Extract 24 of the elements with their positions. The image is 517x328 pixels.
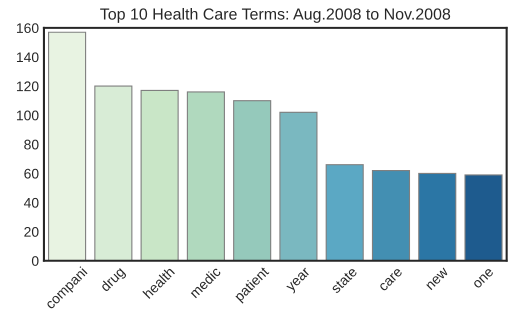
x-tick-label: drug	[99, 266, 128, 294]
bar	[94, 86, 132, 261]
y-tick-label: 140	[16, 52, 39, 62]
bar	[233, 100, 272, 261]
x-tick-label: care	[379, 268, 403, 292]
bar	[186, 91, 225, 261]
bar	[140, 90, 179, 261]
y-tick-label: 160	[16, 23, 39, 34]
y-tick-label: 80	[24, 140, 39, 150]
y-tick-label: 20	[24, 226, 39, 237]
bar	[48, 32, 86, 261]
y-tick-label: 40	[24, 198, 39, 208]
y-tick-label: 60	[24, 168, 39, 179]
y-tick-label: 0	[32, 256, 39, 266]
bar	[464, 174, 503, 261]
y-tick-label: 100	[16, 110, 39, 120]
bar	[418, 172, 456, 261]
bar	[279, 112, 318, 261]
bar	[372, 170, 410, 261]
chart-title: Top 10 Health Care Terms: Aug.2008 to Nov.2008	[100, 8, 450, 23]
x-tick-label: new	[426, 267, 449, 290]
x-tick-label: one	[473, 268, 494, 289]
y-tick-label: 120	[16, 81, 39, 92]
bar	[326, 164, 364, 261]
